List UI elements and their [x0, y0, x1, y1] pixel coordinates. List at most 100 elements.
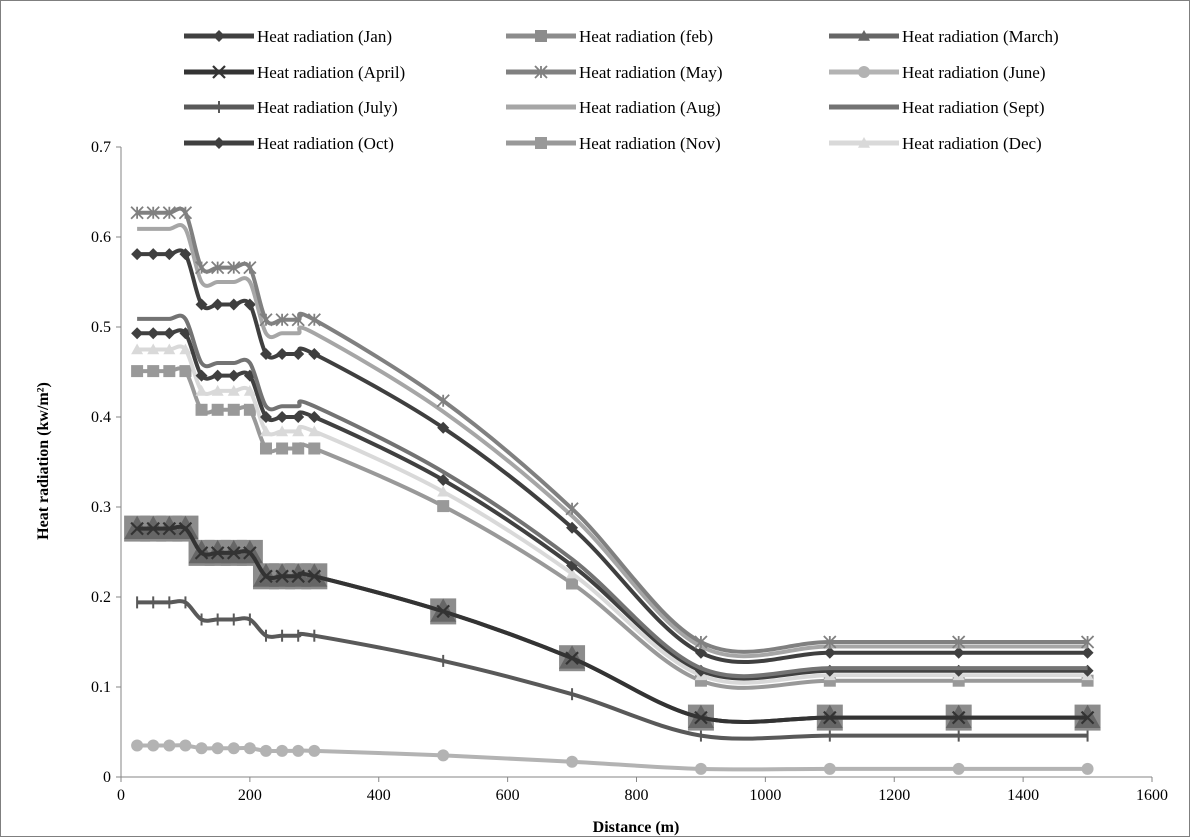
series-heat-radiation-may-point: [565, 502, 579, 516]
x-tick-label: 200: [238, 787, 262, 804]
series-heat-radiation-dec-line: [137, 344, 1088, 685]
y-tick-label: 0.7: [91, 139, 111, 156]
series-heat-radiation-june-point: [211, 742, 224, 755]
series-heat-radiation-nov-point: [195, 403, 208, 416]
legend-item-heat-radiation-jan: Heat radiation (Jan): [184, 27, 392, 46]
legend-item-heat-radiation-dec: Heat radiation (Dec): [829, 134, 1042, 153]
series-heat-radiation-may-point: [211, 260, 225, 275]
series-heat-radiation-dec-point: [211, 384, 224, 396]
series-heat-radiation-march: [124, 515, 1101, 728]
series-heat-radiation-may-point: [130, 206, 144, 220]
series-heat-radiation-may-point: [275, 313, 289, 327]
series-heat-radiation-june-point: [147, 739, 160, 752]
series-heat-radiation-april-point: [1080, 710, 1095, 725]
legend-label: Heat radiation (July): [257, 98, 398, 117]
series-heat-radiation-nov-point: [259, 442, 272, 455]
legend-item-heat-radiation-april: Heat radiation (April): [184, 63, 405, 82]
series-heat-radiation-oct-point: [259, 348, 272, 360]
series-heat-radiation-april-point: [565, 651, 579, 665]
series-heat-radiation-april-point: [194, 546, 209, 560]
legend-label: Heat radiation (April): [257, 63, 405, 82]
series-heat-radiation-nov-point: [131, 365, 144, 378]
series-heat-radiation-oct-point: [227, 298, 240, 311]
x-tick-label: 1000: [749, 787, 781, 804]
series-heat-radiation-june: [131, 739, 1094, 775]
series-heat-radiation-oct-point: [211, 298, 224, 311]
series-heat-radiation-jan-point: [292, 411, 305, 423]
series-heat-radiation-nov-point: [227, 403, 240, 416]
series-heat-radiation-may-point: [243, 260, 257, 275]
series-heat-radiation-april-point: [307, 569, 322, 584]
series-heat-radiation-jan-point: [308, 411, 321, 423]
series-heat-radiation-june-point: [179, 739, 192, 752]
legend-marker: [858, 137, 870, 148]
legend-item-heat-radiation-feb: Heat radiation (feb): [506, 27, 713, 46]
legend-marker: [858, 66, 870, 78]
series-heat-radiation-nov-point: [292, 442, 305, 455]
series-heat-radiation-nov-point: [566, 577, 579, 590]
series-heat-radiation-may-point: [307, 313, 321, 327]
series-heat-radiation-may-point: [1080, 635, 1095, 649]
series-heat-radiation-jan-point: [147, 327, 160, 340]
legend-item-heat-radiation-march: Heat radiation (March): [829, 27, 1059, 46]
series-heat-radiation-april-point: [162, 521, 177, 536]
series-heat-radiation-april-point: [210, 546, 225, 560]
series-heat-radiation-july-line: [137, 599, 1088, 741]
series-heat-radiation-june-point: [195, 742, 208, 755]
series-heat-radiation-april-point: [436, 604, 450, 619]
series-heat-radiation-oct-point: [179, 248, 192, 261]
series-heat-radiation-june-point: [437, 749, 450, 762]
legend-label: Heat radiation (Dec): [902, 134, 1042, 153]
series-heat-radiation-oct-point: [952, 646, 965, 659]
series-heat-radiation-oct-point: [163, 248, 176, 261]
series-heat-radiation-nov: [131, 365, 1094, 690]
series-heat-radiation-april-point: [146, 521, 160, 536]
series-heat-radiation-dec-point: [227, 384, 240, 396]
series-heat-radiation-may-point: [227, 260, 241, 275]
series-heat-radiation-oct: [131, 248, 1094, 665]
series-heat-radiation-dec-point: [243, 384, 256, 396]
series-heat-radiation-july: [136, 596, 1089, 742]
series-heat-radiation-jan-point: [259, 411, 272, 423]
legend-marker: [213, 137, 225, 149]
legend-label: Heat radiation (Oct): [257, 134, 394, 153]
series-heat-radiation-june-point: [292, 744, 305, 757]
legend-item-heat-radiation-july: Heat radiation (July): [184, 98, 398, 117]
series-heat-radiation-may-point: [194, 260, 209, 275]
series-heat-radiation-sept-line: [137, 313, 1088, 679]
y-axis-title: Heat radiation (kw/m²): [35, 382, 52, 540]
series-heat-radiation-dec-point: [259, 425, 272, 437]
y-tick-label: 0.6: [91, 229, 111, 246]
series-heat-radiation-may-point: [178, 206, 193, 220]
series-heat-radiation-may-point: [259, 313, 273, 327]
series-heat-radiation-dec-point: [308, 425, 321, 437]
series-heat-radiation-may-point: [694, 635, 708, 649]
series-heat-radiation-april-point: [694, 710, 708, 725]
legend-marker: [858, 30, 870, 41]
series-heat-radiation-aug-line: [137, 222, 1088, 659]
series-heat-radiation-aug: [137, 222, 1088, 659]
x-tick-label: 800: [625, 787, 649, 804]
series-heat-radiation-june-point: [566, 755, 579, 768]
series-heat-radiation-jan-point: [163, 327, 176, 340]
series-heat-radiation-april: [130, 521, 1095, 725]
series-heat-radiation-jan-point: [227, 369, 240, 382]
series-heat-radiation-june-point: [952, 762, 965, 775]
y-tick-label: 0.2: [91, 589, 111, 606]
series-heat-radiation-dec-point: [163, 343, 176, 355]
series-heat-radiation-april-point: [823, 710, 837, 725]
series-heat-radiation-jan-point: [437, 474, 450, 486]
series-heat-radiation-oct-point: [292, 348, 305, 360]
series-heat-radiation-nov-point: [243, 403, 256, 416]
legend-marker: [212, 65, 226, 79]
series-heat-radiation-nov-point: [211, 403, 224, 416]
series-heat-radiation-dec-point: [179, 343, 192, 355]
legend-label: Heat radiation (Sept): [902, 98, 1045, 117]
x-tick-label: 400: [367, 787, 391, 804]
series-heat-radiation-april-point: [243, 546, 257, 560]
series-heat-radiation-may-point: [952, 635, 966, 649]
x-tick-label: 0: [117, 787, 125, 804]
legend-marker: [213, 30, 225, 42]
